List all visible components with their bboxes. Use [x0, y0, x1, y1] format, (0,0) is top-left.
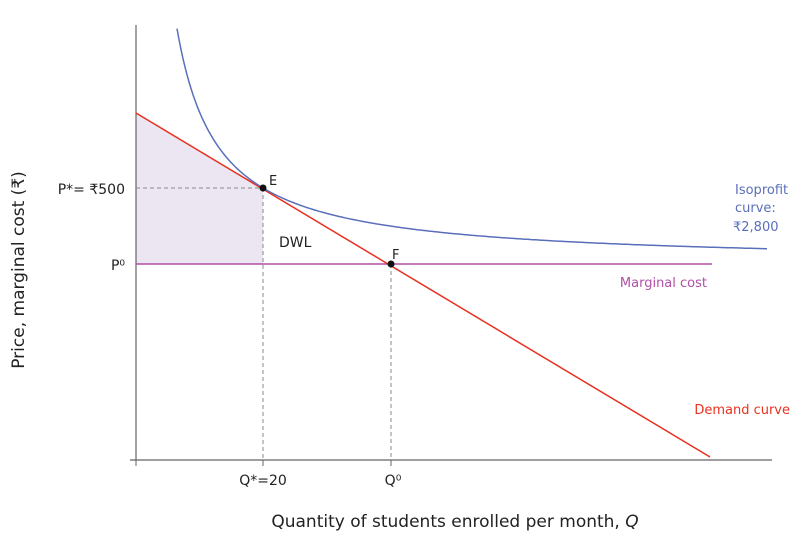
x-tick-qstar: Q*=20 — [239, 473, 287, 489]
x-tick-q0: Q⁰ — [385, 473, 402, 489]
dwl-label: DWL — [279, 235, 312, 251]
point-f-label: F — [392, 248, 399, 263]
point-f — [387, 260, 395, 268]
isoprofit-label-1: Isoprofit — [735, 183, 788, 198]
y-tick-p0: P⁰ — [111, 258, 125, 274]
demand-curve-label: Demand curve — [694, 403, 790, 418]
y-axis-label: Price, marginal cost (₹) — [9, 171, 29, 369]
point-e-label: E — [269, 174, 277, 189]
y-tick-pstar: P*= ₹500 — [58, 182, 125, 198]
isoprofit-label-2: curve: — [735, 201, 776, 216]
isoprofit-label-3: ₹2,800 — [733, 220, 779, 235]
x-axis-label: Quantity of students enrolled per month,… — [271, 512, 638, 532]
isoprofit-curve-line — [176, 28, 767, 250]
marginal-cost-label: Marginal cost — [620, 276, 707, 291]
demand-curve-line — [135, 112, 711, 458]
point-e — [259, 184, 267, 192]
